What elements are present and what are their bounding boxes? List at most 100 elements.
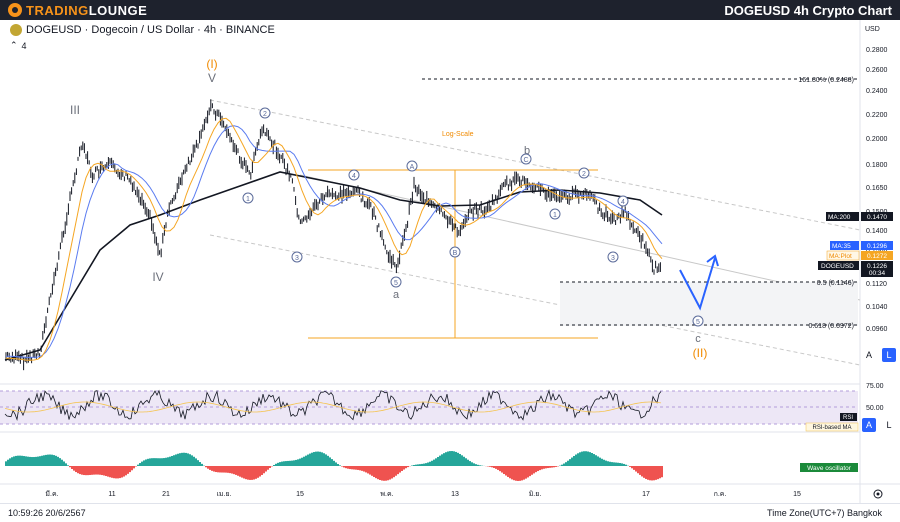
osc-bar <box>23 456 25 466</box>
osc-bar <box>531 466 533 475</box>
osc-bar <box>387 466 389 481</box>
osc-bar <box>589 452 591 466</box>
wave-c: c <box>695 333 701 345</box>
osc-bar <box>277 462 279 466</box>
osc-bar <box>291 460 293 466</box>
time-tick: มิ.ย. <box>529 490 542 498</box>
svg-text:MA:35: MA:35 <box>832 243 851 250</box>
osc-bar <box>213 466 215 472</box>
osc-bar <box>659 466 661 479</box>
osc-bar <box>175 454 177 466</box>
osc-bar <box>593 454 595 466</box>
osc-bar <box>561 464 563 466</box>
osc-bar <box>5 461 7 466</box>
osc-bar <box>613 462 615 466</box>
osc-bar <box>249 466 251 480</box>
osc-bar <box>633 466 635 470</box>
clock: 10:59:26 20/6/2567 <box>8 508 86 518</box>
osc-bar <box>129 466 131 473</box>
osc-bar <box>585 451 587 466</box>
channel-upper <box>209 99 861 231</box>
osc-bar <box>197 460 199 466</box>
osc-bar <box>171 455 173 466</box>
osc-bar <box>315 451 317 466</box>
svg-text:4: 4 <box>621 199 625 206</box>
price-tick: 0.2200 <box>866 112 888 119</box>
gear-icon[interactable] <box>873 489 883 499</box>
osc-bar <box>123 466 125 477</box>
time-tick: 15 <box>793 491 801 498</box>
maplot-line <box>5 117 663 361</box>
osc-bar <box>417 464 419 466</box>
osc-bar <box>257 466 259 478</box>
log-scale-button[interactable]: L <box>882 348 896 362</box>
osc-bar <box>109 466 111 478</box>
channel-lower <box>209 234 861 366</box>
auto-scale-button[interactable]: A <box>865 350 872 360</box>
svg-text:MA:Plot: MA:Plot <box>829 253 852 260</box>
wave-circle-B: B <box>449 246 461 258</box>
osc-bar <box>429 461 431 466</box>
osc-bar <box>619 463 621 466</box>
osc-bar <box>143 460 145 466</box>
osc-bar <box>359 466 361 471</box>
osc-bar <box>309 453 311 466</box>
osc-bar <box>601 458 603 466</box>
symbol-legend[interactable]: DOGEUSD · Dogecoin / US Dollar · 4h · BI… <box>10 24 275 36</box>
osc-bar <box>43 455 45 466</box>
rsi-auto-button[interactable]: A <box>862 418 876 432</box>
osc-bar <box>273 464 275 466</box>
osc-bar <box>639 466 641 475</box>
osc-bar <box>495 466 497 469</box>
wave-b: b <box>524 145 530 157</box>
price-tick: 0.0960 <box>866 326 888 333</box>
osc-bar <box>139 463 141 466</box>
osc-bar <box>15 455 17 466</box>
osc-bar <box>575 454 577 466</box>
osc-bar <box>7 459 9 466</box>
logo-icon <box>8 3 22 17</box>
osc-bar <box>55 455 57 466</box>
indicators-toggle[interactable]: ⌃ 4 <box>10 40 27 51</box>
osc-bar <box>553 466 555 468</box>
osc-bar <box>533 466 535 474</box>
osc-bar <box>185 452 187 466</box>
osc-bar <box>19 455 21 466</box>
projection-arrowhead <box>706 254 719 267</box>
osc-bar <box>321 452 323 466</box>
osc-bar <box>625 464 627 466</box>
osc-bar <box>341 466 343 467</box>
osc-bar <box>597 456 599 466</box>
osc-bar <box>133 466 135 469</box>
osc-bar <box>229 466 231 474</box>
osc-bar <box>317 451 319 466</box>
fib-zone <box>560 282 858 326</box>
svg-text:1: 1 <box>246 196 250 203</box>
price-chart[interactable]: 161.80% (0.2488) 0.5 (0.1146) 0.618 (0.0… <box>0 0 900 503</box>
osc-bar <box>73 466 75 471</box>
osc-bar <box>471 462 473 466</box>
osc-bar <box>305 455 307 466</box>
rsi-log-button[interactable]: L <box>886 420 892 430</box>
wave-circle-3-a: 3 <box>291 251 303 263</box>
osc-bar <box>289 460 291 466</box>
wave-primary-II: (II) <box>693 346 708 360</box>
osc-bar <box>75 466 77 473</box>
osc-bar <box>343 466 345 468</box>
osc-bar <box>241 466 243 478</box>
osc-bar <box>81 466 83 475</box>
osc-bar <box>193 456 195 466</box>
rsi-tick-50: 50.00 <box>866 405 884 412</box>
svg-text:A: A <box>410 164 415 171</box>
chevron-up-icon: ⌃ <box>10 40 18 50</box>
osc-bar <box>397 466 399 475</box>
osc-bar <box>653 466 655 481</box>
osc-bar <box>607 461 609 466</box>
osc-bar <box>33 457 35 466</box>
osc-bar <box>577 453 579 466</box>
osc-bar <box>173 455 175 466</box>
osc-bar <box>301 457 303 466</box>
timezone-button[interactable]: Time Zone(UTC+7) Bangkok <box>767 508 882 518</box>
osc-bar <box>325 454 327 466</box>
osc-bar <box>413 465 415 466</box>
